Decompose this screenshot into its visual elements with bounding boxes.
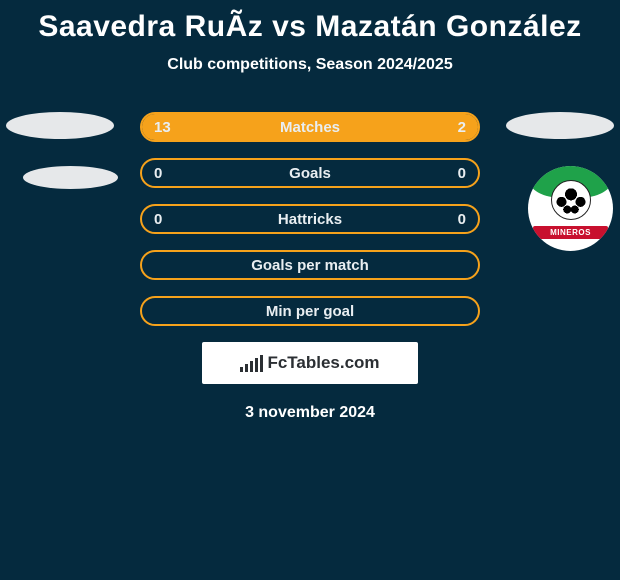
stat-bars-container: 132Matches 00Goals 00Hattricks Goals per ma… <box>140 112 480 326</box>
footer-date: 3 november 2024 <box>0 404 620 422</box>
stat-row-min-per-goal: Min per goal <box>140 296 480 326</box>
stat-row-hattricks: 00Hattricks <box>140 204 480 234</box>
stat-row-goals-per-match: Goals per match <box>140 250 480 280</box>
soccer-ball-icon <box>551 180 591 220</box>
page-subtitle: Club competitions, Season 2024/2025 <box>0 56 620 74</box>
logo-text: FcTables.com <box>267 353 379 373</box>
stat-label: Matches <box>142 114 478 140</box>
stat-label: Hattricks <box>142 206 478 232</box>
fctables-logo[interactable]: FcTables.com <box>202 342 418 384</box>
page-title: Saavedra RuÃ­z vs Mazatán González <box>0 0 620 44</box>
player1-avatar-placeholder <box>6 112 114 139</box>
stat-row-goals: 00Goals <box>140 158 480 188</box>
stat-label: Min per goal <box>142 298 478 324</box>
player2-club-badge: MINEROS <box>528 166 613 251</box>
stat-label: Goals <box>142 160 478 186</box>
stat-label: Goals per match <box>142 252 478 278</box>
stat-row-matches: 132Matches <box>140 112 480 142</box>
bar-chart-icon <box>240 354 263 372</box>
player1-club-placeholder <box>23 166 118 189</box>
player2-avatar-placeholder <box>506 112 614 139</box>
stats-area: MINEROS 132Matches 00Goals 00Hattricks Goal… <box>0 112 620 326</box>
badge-ribbon-text: MINEROS <box>533 226 608 239</box>
